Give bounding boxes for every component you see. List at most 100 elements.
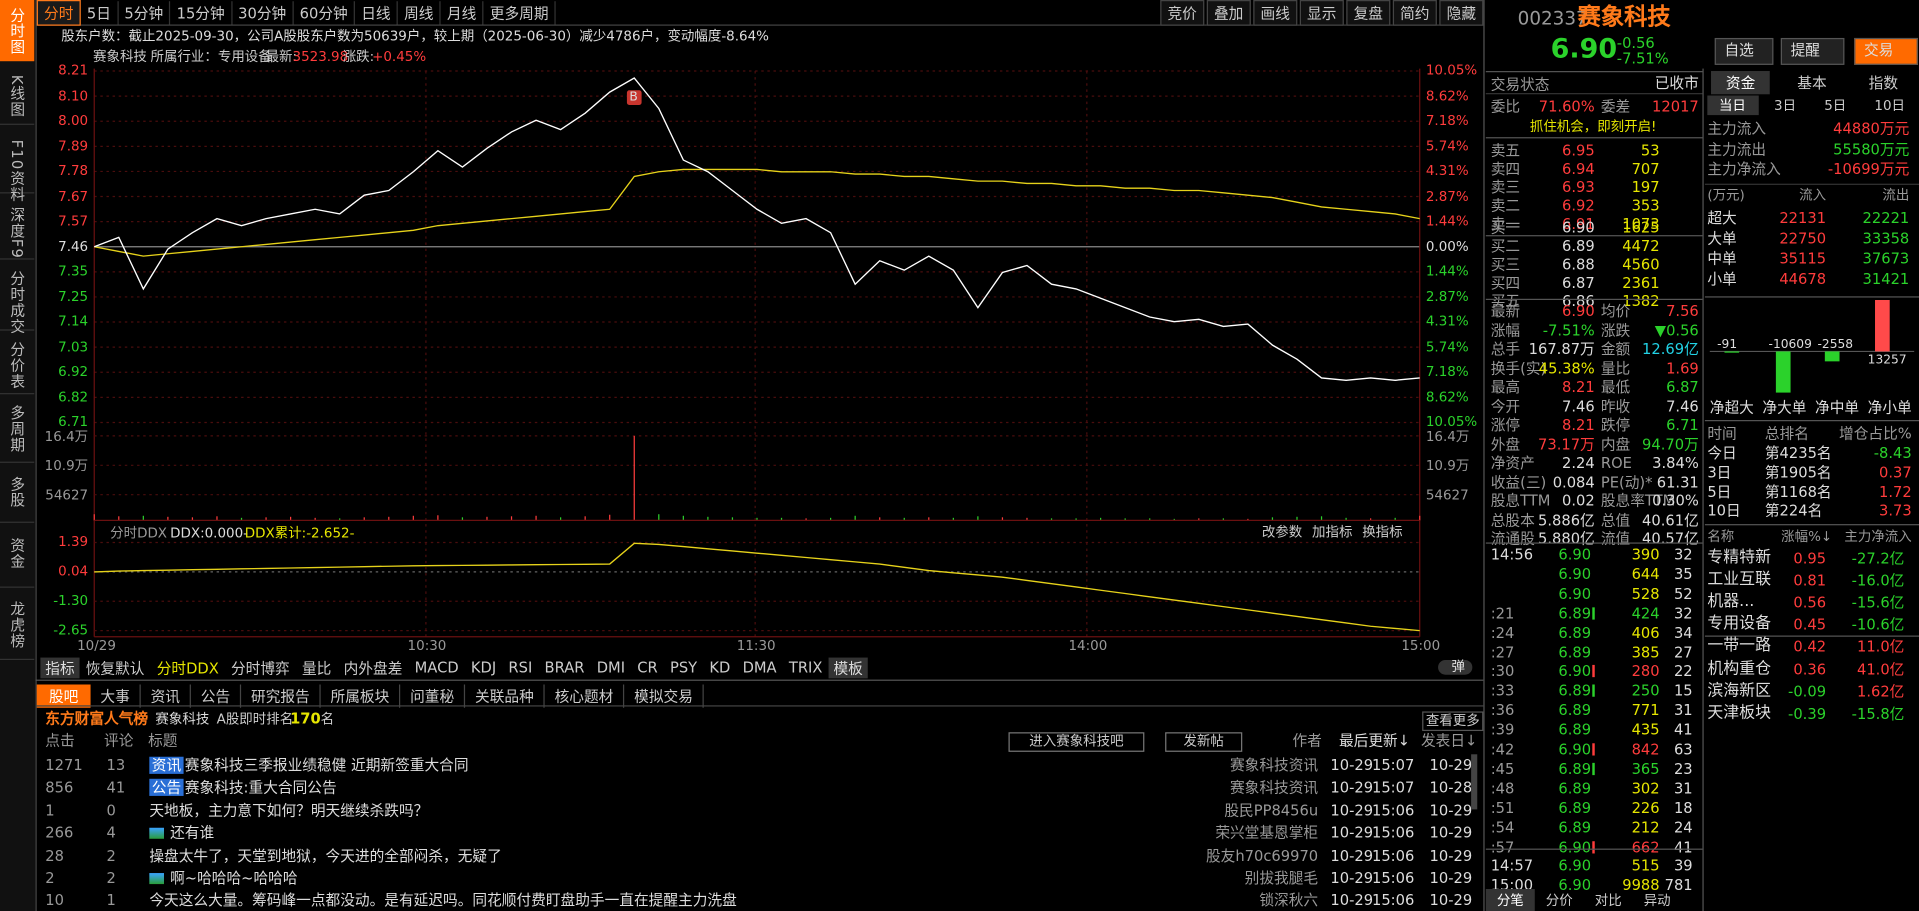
tick-volume: 771 — [1631, 701, 1660, 720]
toggle — [1438, 660, 1473, 675]
tab[interactable]: 内外盘差 — [343, 659, 403, 677]
sector[interactable]: 一带一路 — [1707, 637, 1772, 656]
tab[interactable]: 5日 — [81, 0, 119, 24]
tab[interactable]: 改参数 — [1261, 524, 1303, 541]
tab[interactable]: 换指标 — [1362, 524, 1403, 541]
side-tab[interactable]: 分时成交 — [8, 270, 26, 335]
button[interactable]: 发新帖 — [1165, 732, 1243, 752]
sector[interactable]: 专用设备 — [1707, 615, 1772, 634]
tab[interactable]: 叠加 — [1206, 0, 1251, 26]
sector[interactable]: 工业互联 — [1707, 570, 1772, 590]
tab[interactable]: 月线 — [441, 0, 484, 24]
tab[interactable]: 研究报告 — [241, 683, 321, 708]
tab[interactable]: 量比 — [301, 659, 332, 677]
button[interactable]: 进入赛象科技吧 — [1008, 732, 1145, 752]
tab[interactable]: 所属板块 — [321, 683, 401, 708]
tab[interactable]: 15分钟 — [170, 0, 233, 24]
tab[interactable]: 异动 — [1643, 892, 1671, 909]
tab[interactable]: 问董秘 — [400, 683, 466, 708]
tab[interactable]: 显示 — [1299, 0, 1344, 26]
tab[interactable]: 分时 — [36, 0, 81, 26]
tab[interactable]: RSI — [508, 658, 533, 676]
tab[interactable]: KDJ — [470, 658, 497, 676]
tab[interactable]: 公告 — [191, 683, 242, 708]
tab[interactable]: 周线 — [398, 0, 441, 24]
sector[interactable]: 滨海新区 — [1707, 681, 1772, 700]
tab[interactable]: 简约 — [1392, 0, 1437, 26]
tick-time: :21 — [1490, 604, 1515, 622]
tab[interactable]: 分笔 — [1485, 888, 1535, 911]
tab[interactable]: 复盘 — [1346, 0, 1391, 26]
side-tab[interactable]: 多周期 — [8, 405, 26, 454]
side-tab[interactable]: 深度F9 — [8, 206, 26, 260]
side-tab[interactable]: 龙虎榜 — [8, 601, 26, 649]
tab[interactable]: 大事 — [91, 683, 141, 708]
tab[interactable]: 3日 — [1774, 97, 1797, 114]
sector[interactable]: 机器... — [1707, 592, 1755, 612]
post-title[interactable]: 啊~哈哈哈~哈哈哈 — [170, 869, 298, 887]
tab[interactable]: 分时DDX — [156, 659, 219, 677]
tab[interactable]: 模拟交易 — [624, 683, 704, 708]
tab[interactable]: BRAR — [544, 658, 585, 676]
side-tab[interactable]: 资金 — [8, 537, 26, 570]
tab[interactable]: 竞价 — [1160, 0, 1205, 26]
side-tab[interactable]: 分价表 — [8, 341, 26, 390]
tab[interactable]: 画线 — [1253, 0, 1298, 26]
tab[interactable]: MACD — [414, 658, 459, 676]
tab[interactable]: PSY — [669, 658, 698, 676]
sector[interactable]: 天津板块 — [1707, 703, 1772, 723]
tab[interactable]: 股吧 — [36, 683, 91, 708]
tab[interactable]: 分时博弈 — [230, 659, 290, 677]
tab[interactable]: 30分钟 — [232, 0, 294, 24]
side-tab[interactable]: K线图 — [8, 74, 26, 118]
author: 别拔我腿毛 — [1244, 869, 1319, 887]
tab[interactable]: 隐藏 — [1439, 0, 1484, 26]
button-label[interactable]: 提醒 — [1790, 41, 1820, 59]
tab[interactable]: 核心题材 — [545, 683, 625, 708]
tab[interactable]: 当日 — [1706, 94, 1759, 115]
clicks: 1271 — [45, 756, 83, 774]
banner[interactable]: 抓住机会，即刻开启! — [1529, 118, 1657, 135]
tab[interactable]: DMA — [742, 658, 777, 676]
button-label[interactable]: 自选 — [1724, 41, 1754, 59]
tick-count: 35 — [1673, 565, 1693, 583]
post-title[interactable]: 赛象科技三季报业绩稳健 近期新签重大合同 — [184, 756, 469, 774]
tab[interactable]: 分价 — [1545, 892, 1573, 909]
sector[interactable]: 机构重仓 — [1707, 659, 1772, 678]
tab[interactable]: 更多周期 — [484, 0, 556, 24]
popup-toggle[interactable]: 弹 — [1451, 658, 1466, 675]
tab[interactable]: 日线 — [355, 0, 398, 24]
sector[interactable]: 专精特新 — [1707, 548, 1772, 567]
more-link[interactable]: 查看更多 — [1422, 711, 1484, 732]
tab[interactable]: 恢复默认 — [85, 659, 145, 677]
tab[interactable]: CR — [637, 658, 658, 676]
tab[interactable]: TRIX — [788, 658, 823, 676]
tab[interactable]: 指标 — [40, 656, 80, 678]
tab[interactable]: 加指标 — [1312, 524, 1353, 541]
post-title[interactable]: 赛象科技:重大合同公告 — [184, 779, 337, 797]
side-tab[interactable]: 多股 — [8, 476, 26, 509]
tab[interactable]: 5日 — [1824, 97, 1847, 114]
side-tab[interactable]: F10资料 — [8, 139, 26, 203]
tab[interactable]: DMI — [596, 658, 626, 676]
stat-label: 涨停 — [1490, 416, 1521, 434]
tab[interactable]: 10日 — [1874, 97, 1906, 114]
tab[interactable]: 模板 — [828, 656, 868, 678]
tick-volume: 528 — [1631, 585, 1660, 603]
tab[interactable]: 基本 — [1797, 74, 1827, 92]
button-label[interactable]: 交易 — [1863, 41, 1894, 59]
tab[interactable]: KD — [709, 658, 731, 676]
tab[interactable]: 5分钟 — [118, 0, 171, 24]
side-tab[interactable]: 分时图 — [8, 7, 26, 56]
tab[interactable]: 关联品种 — [465, 683, 545, 708]
tab[interactable]: 指数 — [1868, 74, 1899, 92]
post-title[interactable]: 操盘太牛了，天堂到地狱，今天进的全部闷杀，无疑了 — [149, 846, 502, 864]
tab[interactable]: 60分钟 — [294, 0, 356, 24]
post-title[interactable]: 今天这么大量。筹码峰一点都没动。是有延迟吗。同花顺付费盯盘助手一直在提醒主力洗盘 — [149, 891, 737, 910]
tab[interactable]: 资讯 — [141, 683, 191, 708]
tab[interactable]: 资金 — [1711, 70, 1770, 94]
post-title[interactable]: 天地板，主力意下如何？明天继续杀跌吗？ — [149, 801, 429, 819]
order-size: 中单 — [1707, 249, 1737, 267]
post-title[interactable]: 还有谁 — [170, 824, 215, 842]
tab[interactable]: 对比 — [1594, 892, 1622, 909]
